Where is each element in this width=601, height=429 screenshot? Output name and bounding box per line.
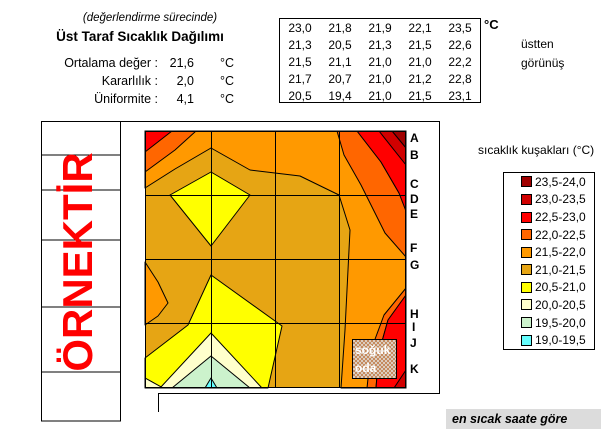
legend-item: 23,0-23,5 (504, 191, 594, 209)
view-note: üstten görünüş (521, 35, 564, 73)
legend-item: 20,0-20,5 (504, 296, 594, 314)
legend-range: 21,0-21,5 (535, 262, 586, 277)
table-cell: 21,1 (328, 54, 352, 69)
legend-swatch (521, 193, 532, 205)
row-letter: A (410, 131, 419, 145)
legend-item: 21,0-21,5 (504, 261, 594, 279)
table-cell: 23,1 (448, 88, 472, 103)
legend-item: 20,5-21,0 (504, 279, 594, 297)
table-cell: 21,0 (368, 88, 392, 103)
table-cell: 22,8 (448, 71, 472, 86)
stat-unit: °C (219, 92, 234, 106)
table-cell: 23,5 (448, 20, 472, 35)
view-note-line2: görünüş (521, 56, 565, 70)
row-letter: G (410, 258, 420, 272)
stat-value: 2,0 (176, 74, 194, 88)
cold-room-line2: oda (355, 361, 377, 375)
stat-unit: °C (219, 56, 234, 70)
stat-row-average: Ortalama değer : 21,6 °C (18, 56, 268, 70)
table-cell: 21,7 (288, 71, 312, 86)
stat-row-uniformity: Üniformite : 4,1 °C (18, 92, 268, 106)
row-letter: J (410, 336, 417, 350)
legend-range: 20,5-21,0 (535, 280, 586, 295)
page-title: Üst Taraf Sıcaklık Dağılımı (56, 29, 224, 44)
table-cell: 22,1 (408, 20, 432, 35)
stat-row-stability: Kararlılık : 2,0 °C (18, 74, 268, 88)
legend-swatch (521, 264, 532, 276)
row-letter: I (412, 320, 416, 334)
table-cell: 20,5 (288, 88, 312, 103)
table-cell: 22,6 (448, 37, 472, 52)
table-cell: 21,9 (368, 20, 392, 35)
table-cell: 23,0 (288, 20, 312, 35)
legend-item: 21,5-22,0 (504, 243, 594, 261)
legend-range: 23,5-24,0 (535, 174, 586, 189)
plot-grid (145, 131, 406, 388)
legend-swatch (521, 176, 532, 188)
legend-box: 23,5-24,0 23,0-23,5 22,5-23,0 22,0-22,5 … (503, 172, 595, 350)
cold-room-label: soğuk oda (352, 339, 397, 379)
table-cell: 21,0 (368, 71, 392, 86)
table-cell: 21,2 (408, 71, 432, 86)
row-letter: K (410, 362, 419, 376)
legend-range: 23,0-23,5 (535, 192, 586, 207)
stat-unit: °C (219, 74, 234, 88)
temperature-table: 23,0 21,8 21,9 22,1 23,5 21,3 20,5 21,3 … (279, 18, 481, 103)
table-cell: 22,2 (448, 54, 472, 69)
legend-swatch (521, 334, 532, 346)
legend-range: 19,5-20,0 (535, 315, 586, 330)
table-cell: 21,5 (408, 37, 432, 52)
legend-range: 19,0-19,5 (535, 333, 586, 348)
stat-value: 4,1 (176, 92, 194, 106)
cold-room-line1: soğuk (355, 343, 391, 357)
footer-note: en sıcak saate göre (446, 409, 601, 429)
row-letter: B (410, 148, 419, 162)
evaluation-note: (değerlendirme sürecinde) (82, 12, 218, 24)
legend-range: 21,5-22,0 (535, 245, 586, 260)
legend-swatch (521, 229, 532, 241)
table-cell: 20,7 (328, 71, 352, 86)
legend-swatch (521, 299, 532, 311)
legend-swatch (521, 246, 532, 258)
row-letter: C (410, 177, 419, 191)
legend-range: 22,5-23,0 (535, 210, 586, 225)
row-letter: F (410, 241, 418, 255)
table-unit-label: °C (484, 17, 499, 32)
legend-swatch (521, 211, 532, 223)
legend-item: 22,0-22,5 (504, 226, 594, 244)
table-cell: 19,4 (328, 88, 352, 103)
row-letter: H (410, 307, 419, 321)
legend-swatch (521, 281, 532, 293)
stat-label: Üniformite : (94, 92, 158, 106)
stat-value: 21,6 (169, 56, 194, 70)
stat-label: Ortalama değer : (64, 56, 158, 70)
table-cell: 20,5 (328, 37, 352, 52)
legend-item: 19,5-20,0 (504, 314, 594, 332)
view-note-line1: üstten (521, 37, 554, 51)
legend-item: 22,5-23,0 (504, 208, 594, 226)
row-letter: D (410, 192, 419, 206)
shelf-boxes (41, 121, 121, 422)
table-cell: 21,0 (408, 54, 432, 69)
room-frame (41, 121, 440, 412)
legend-range: 22,0-22,5 (535, 227, 586, 242)
table-cell: 21,0 (368, 54, 392, 69)
stat-label: Kararlılık : (101, 74, 158, 88)
table-cell: 21,3 (288, 37, 312, 52)
sample-watermark: ÖRNEKTİR (54, 152, 101, 372)
table-cell: 21,3 (368, 37, 392, 52)
legend-swatch (521, 317, 532, 329)
legend-item: 19,0-19,5 (504, 331, 594, 349)
legend-item: 23,5-24,0 (504, 173, 594, 191)
table-cell: 21,5 (288, 54, 312, 69)
legend-title: sıcaklık kuşakları (°C) (478, 143, 595, 157)
legend-range: 20,0-20,5 (535, 297, 586, 312)
table-cell: 21,5 (408, 88, 432, 103)
table-cell: 21,8 (328, 20, 352, 35)
row-letter: E (410, 207, 419, 221)
